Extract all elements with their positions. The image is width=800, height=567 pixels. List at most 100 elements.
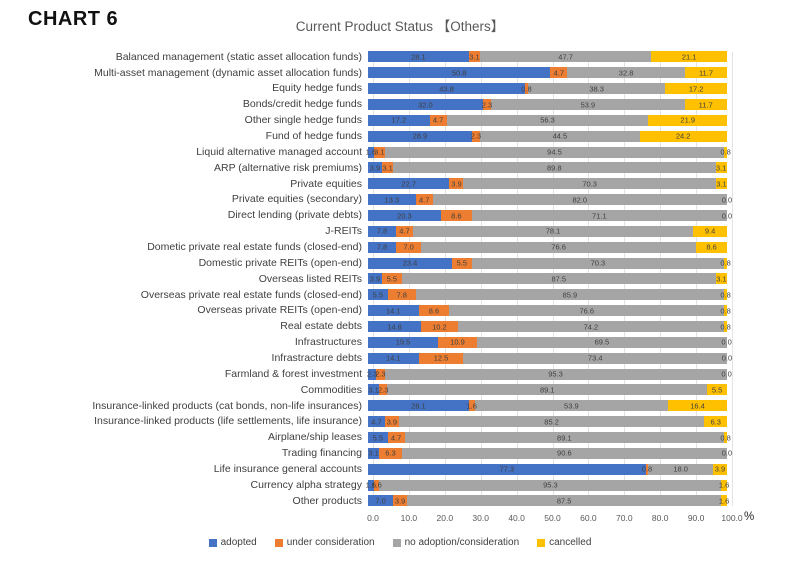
value-label: 4.7 <box>399 226 410 236</box>
bar-segment-cancelled: 11.7 <box>684 99 727 110</box>
bar-segment-under-consideration: 2.3 <box>471 130 481 142</box>
stacked-bar: 14.1 12.5 73.4 0.0 <box>368 352 732 364</box>
bar-segment-cancelled: 8.6 <box>696 241 727 253</box>
bar-segment-no-adoption-consideration: 87.5 <box>407 495 722 507</box>
bar-segment-under-consideration: 3.1 <box>382 162 394 174</box>
value-label: 14.1 <box>385 305 401 315</box>
stacked-bar: 5.5 7.8 85.9 0.8 <box>368 289 731 301</box>
bar-segment-under-consideration: 3.1 <box>373 146 385 158</box>
bar-segment-under-consideration: 1.6 <box>467 400 477 412</box>
stacked-bar: 1.6 1.6 95.3 1.6 <box>366 479 729 491</box>
value-label: 73.4 <box>587 353 603 363</box>
bar-segment-adopted: 28.1 <box>368 51 469 63</box>
category-label: Direct lending (private debts) <box>227 209 362 222</box>
value-label: 0.8 <box>720 290 731 300</box>
bar-segment-no-adoption-consideration: 47.7 <box>480 51 652 63</box>
legend: adopted under consideration no adoption/co… <box>0 537 800 548</box>
value-label: 24.2 <box>675 131 691 141</box>
bar-segment-under-consideration: 8.6 <box>440 210 472 222</box>
bar-segment-no-adoption-consideration: 70.3 <box>463 178 716 190</box>
bar-segment-no-adoption-consideration: 71.1 <box>471 210 727 222</box>
chart-row: Private equities (secondary) 13.3 4.7 82.0 0… <box>0 192 800 208</box>
category-label: Dometic private real estate funds (close… <box>147 240 362 253</box>
chart-row: Commodities 3.1 2.3 89.1 5.5 <box>0 382 800 398</box>
bar-segment-cancelled: 21.1 <box>651 51 727 63</box>
value-label: 0.0 <box>721 369 732 379</box>
category-label: J-REITs <box>325 225 362 238</box>
value-label: 7.8 <box>376 242 388 252</box>
value-label: 74.2 <box>583 321 599 331</box>
category-label: Overseas private real estate funds (clos… <box>140 288 362 301</box>
bar-segment-under-consideration: 12.5 <box>418 352 464 364</box>
bar-segment-cancelled: 16.4 <box>668 400 727 412</box>
chart-row: Currency alpha strategy 1.6 1.6 95.3 1.6 <box>0 477 800 493</box>
value-label: 43.8 <box>439 83 454 93</box>
value-label: 94.5 <box>547 147 562 157</box>
chart-row: Overseas listed REITs 3.9 5.5 87.5 3.1 <box>0 271 800 287</box>
value-label: 89.1 <box>539 385 555 395</box>
value-label: 85.9 <box>562 290 578 300</box>
value-label: 0.0 <box>721 194 733 204</box>
bar-segment-under-consideration: 2.3 <box>482 99 492 110</box>
stacked-bar: 4.7 3.9 85.2 6.3 <box>368 416 727 428</box>
bar-segment-under-consideration: 3.1 <box>468 51 480 63</box>
chart-row: Other single hedge funds 17.2 4.7 56.3 21.9 <box>0 112 800 128</box>
stacked-bar: 32.0 2.3 53.9 11.7 <box>368 99 727 110</box>
stacked-bar: 14.8 10.2 74.2 0.8 <box>368 321 731 333</box>
category-label: Equity hedge funds <box>272 82 362 95</box>
value-label: 78.1 <box>545 226 561 236</box>
legend-label: cancelled <box>549 537 592 548</box>
value-label: 0.8 <box>720 147 731 157</box>
value-label: 4.7 <box>432 115 444 125</box>
bar-segment-adopted: 4.7 <box>368 416 385 428</box>
value-label: 10.2 <box>432 321 447 331</box>
bar-segment-adopted: 3.9 <box>368 273 382 285</box>
category-label: Real estate debts <box>280 320 362 333</box>
value-label: 3.9 <box>451 179 462 189</box>
legend-label: no adoption/consideration <box>404 537 520 548</box>
bar-segment-cancelled: 9.4 <box>693 225 727 237</box>
value-label: 6.3 <box>710 416 721 426</box>
value-label: 2.3 <box>378 385 389 395</box>
category-label: Insurance-linked products (cat bonds, no… <box>92 399 362 412</box>
bar-segment-no-adoption-consideration: 85.9 <box>415 289 725 301</box>
bar-segment-no-adoption-consideration: 70.3 <box>471 257 725 269</box>
legend-label: adopted <box>220 537 257 548</box>
x-axis: % 0.0 10.0 20.0 30.0 40.0 50.0 60.0 70.0 80.0 90.… <box>367 511 754 527</box>
stacked-bar: 7.8 7.0 76.6 8.6 <box>368 241 727 253</box>
value-label: 8.6 <box>706 242 717 252</box>
chart-row: Domestic private REITs (open-end) 23.4 5.5… <box>0 255 800 271</box>
bar-segment-no-adoption-consideration: 18.0 <box>648 463 713 475</box>
bar-segment-adopted: 14.1 <box>368 352 419 364</box>
value-label: 2.3 <box>375 369 386 379</box>
stacked-bar: 23.4 5.5 70.3 0.8 <box>368 257 731 269</box>
bar-segment-no-adoption-consideration: 53.9 <box>491 99 685 110</box>
value-label: 1.6 <box>371 480 382 490</box>
bar-segment-under-consideration: 4.7 <box>387 432 405 444</box>
bar-segment-no-adoption-consideration: 32.8 <box>567 67 685 79</box>
stacked-bar: 7.0 3.9 87.5 1.6 <box>368 495 730 507</box>
value-label: 47.7 <box>558 52 573 62</box>
value-label: 14.1 <box>385 353 401 363</box>
legend-item-under-consideration: under consideration <box>274 537 375 548</box>
bar-segment-adopted: 7.8 <box>368 225 396 237</box>
value-label: 69.5 <box>594 337 610 347</box>
bar-segment-no-adoption-consideration: 89.8 <box>393 162 716 174</box>
bar-segment-cancelled: 0.8 <box>720 321 731 333</box>
value-label: 95.3 <box>543 480 558 490</box>
bar-segment-no-adoption-consideration: 95.3 <box>379 479 722 491</box>
chart-row: Equity hedge funds 43.8 0.8 38.3 17.2 <box>0 81 800 97</box>
bar-segment-adopted: 7.0 <box>368 495 394 507</box>
chart-row: Liquid alternative managed account 1.6 3.1… <box>0 144 800 160</box>
bar-segment-cancelled: 21.9 <box>648 114 728 126</box>
legend-marker-adopted <box>208 538 217 547</box>
value-label: 76.6 <box>579 305 595 315</box>
value-label: 0.8 <box>720 321 731 331</box>
value-label: 7.0 <box>403 242 414 252</box>
chart-row: Other products 7.0 3.9 87.5 1.6 <box>0 493 800 509</box>
value-label: 3.1 <box>716 274 727 284</box>
value-label: 1.6 <box>718 496 730 506</box>
value-label: 5.5 <box>372 290 384 300</box>
x-axis-tick: 30.0 <box>472 513 489 523</box>
